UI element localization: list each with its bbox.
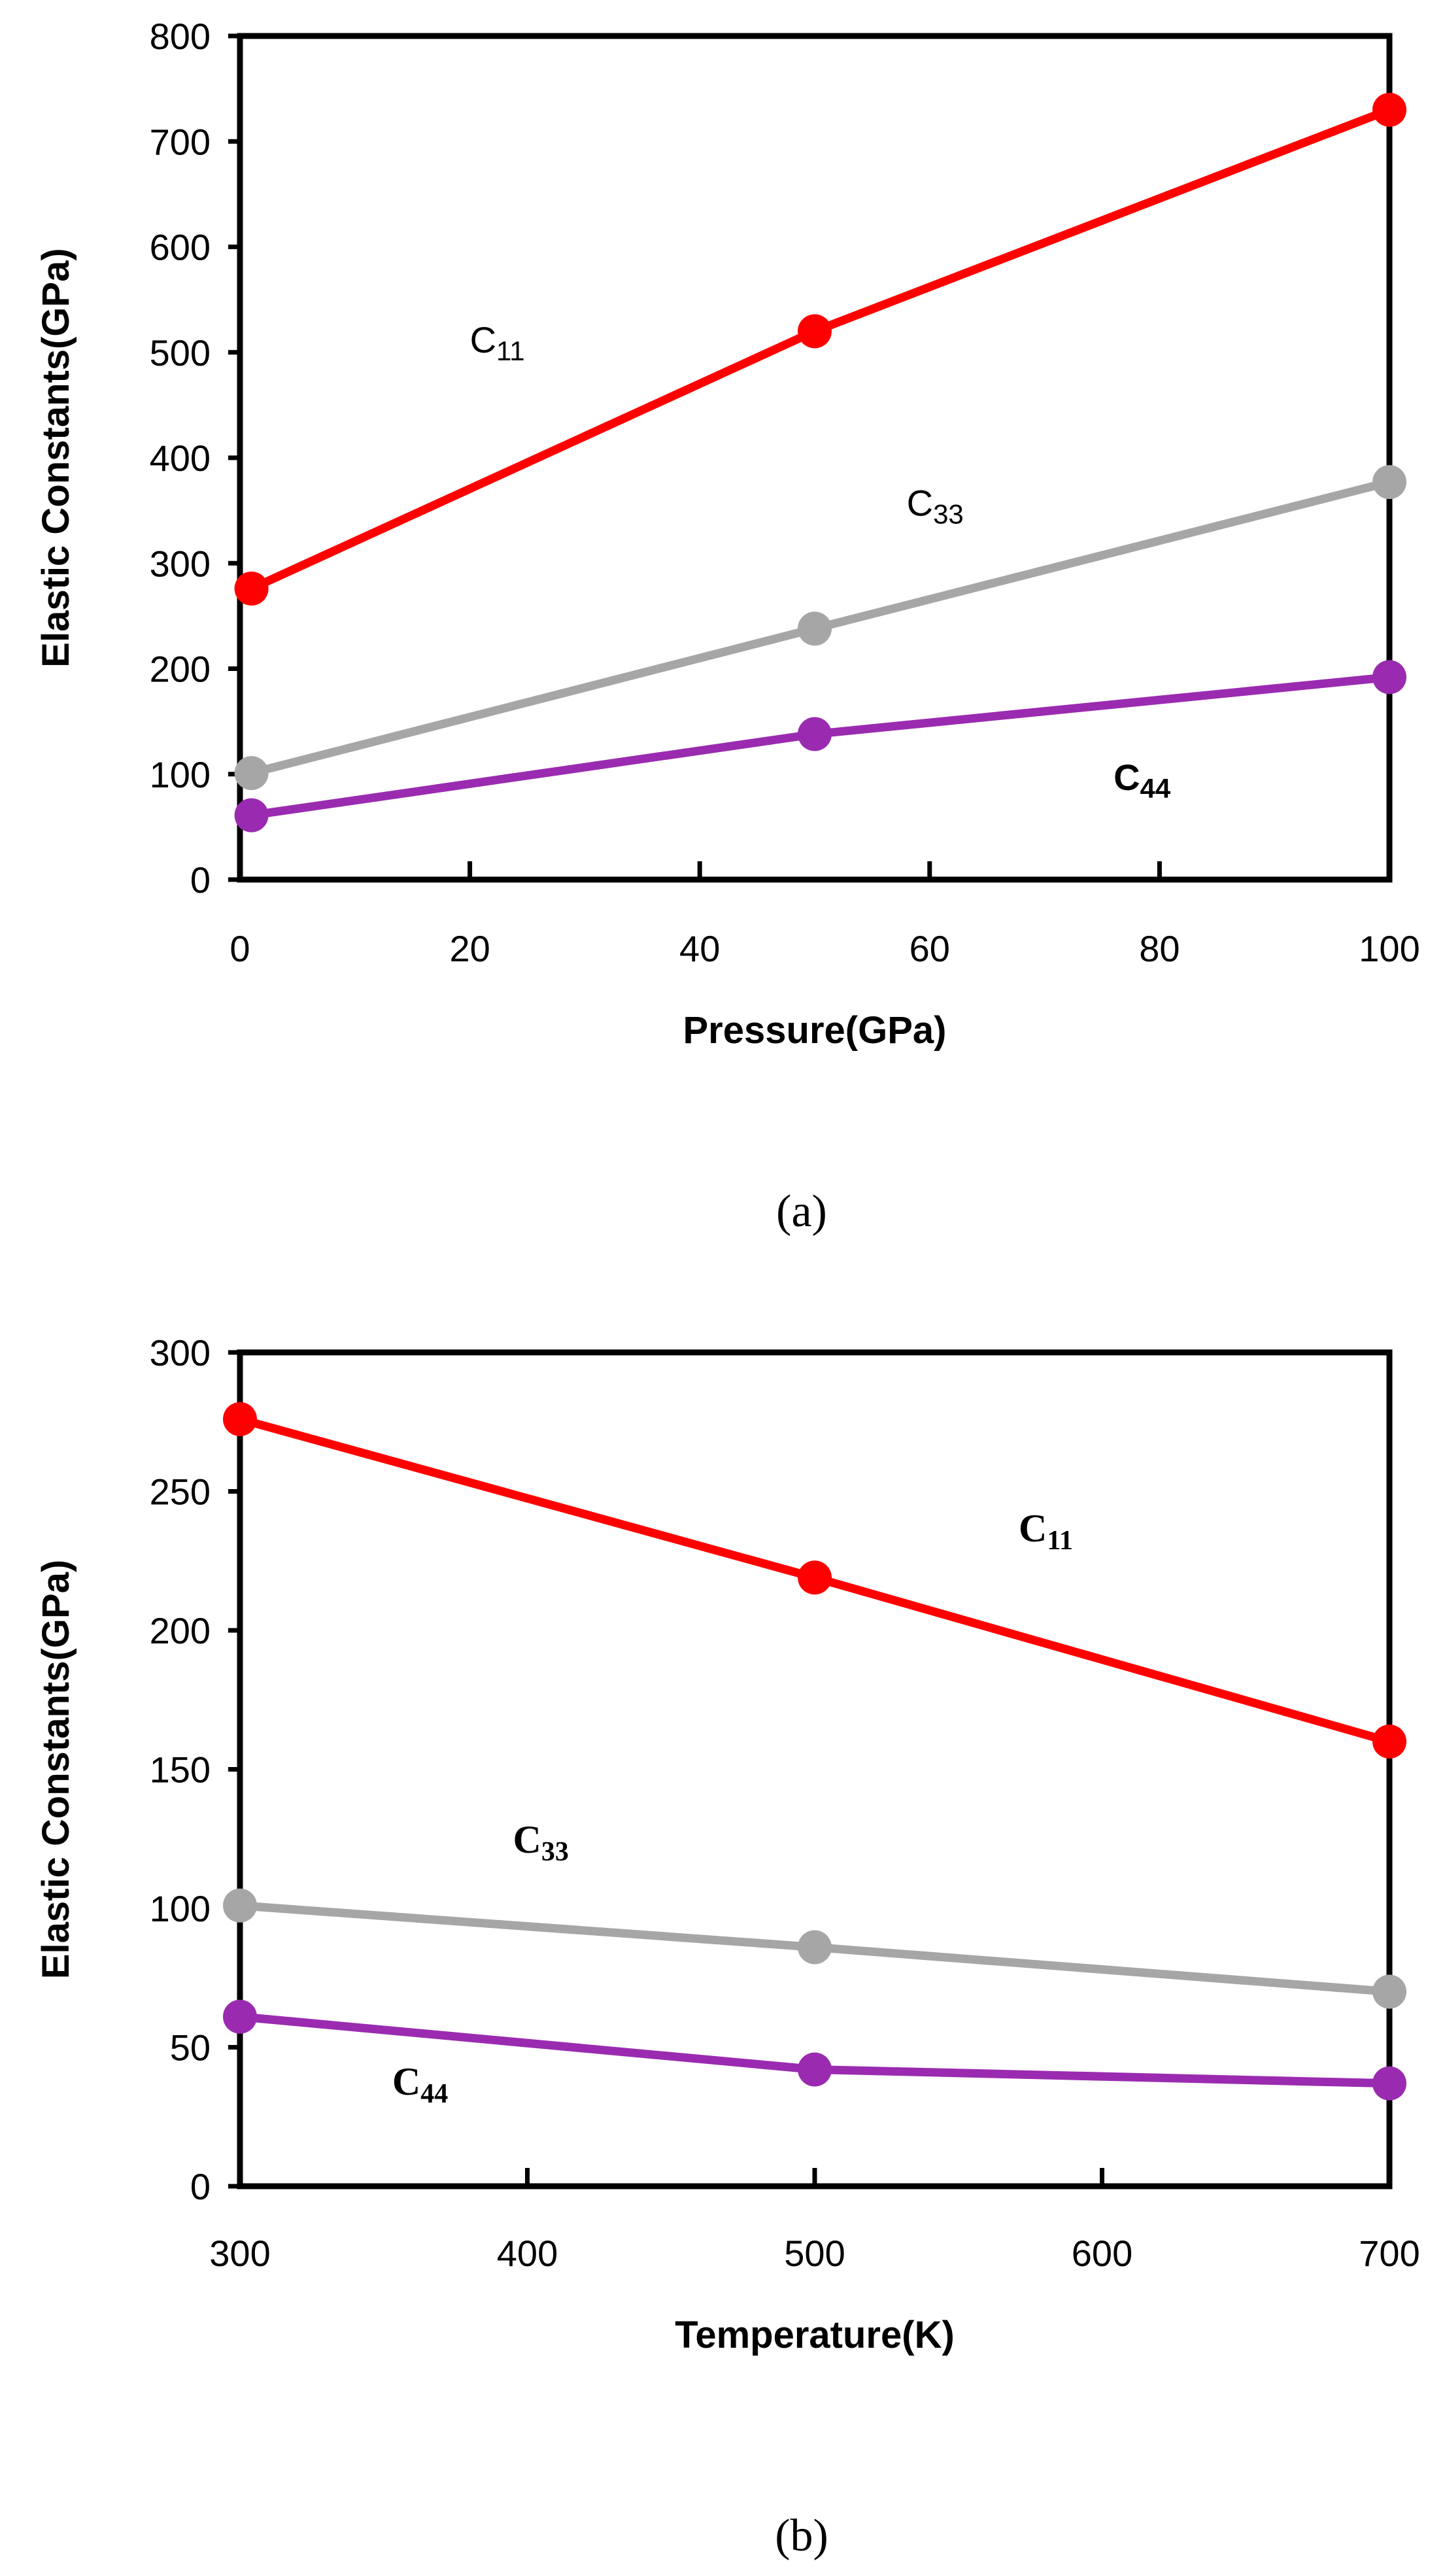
data-point-c11 [234,571,269,606]
y-tick-label: 500 [150,332,211,373]
data-point-c44 [234,798,269,833]
x-tick-label: 80 [1139,928,1180,969]
series-line-c11 [247,105,1394,593]
y-tick-label: 50 [170,2027,211,2069]
series-label-c44: C44 [1114,757,1171,804]
y-tick-label: 100 [150,754,211,795]
data-point-c44 [1372,660,1406,695]
y-axis-title: Elastic Constants(GPa) [35,248,77,667]
y-tick-label: 300 [150,543,211,584]
series-label-c44: C44 [392,2060,448,2109]
y-tick-label: 700 [150,121,211,162]
y-tick-label: 100 [150,1888,211,1929]
x-tick-label: 300 [209,2233,270,2274]
data-point-c11 [798,1560,832,1595]
data-point-c44 [223,1999,257,2034]
y-tick-label: 200 [150,649,211,690]
data-point-c11 [223,1402,257,1436]
series-label-c33: C33 [907,483,964,530]
y-axis-title: Elastic Constants(GPa) [35,1560,77,1979]
data-point-c33 [1372,1974,1406,2009]
x-tick-label: 60 [910,928,950,969]
x-tick-label: 700 [1359,2233,1420,2274]
series-label-c33: C33 [513,1818,569,1867]
y-tick-label: 800 [150,16,211,57]
data-point-c44 [798,717,832,751]
x-tick-label: 400 [497,2233,558,2274]
data-point-c33 [798,1930,832,1965]
series-label-c11: C11 [470,319,525,366]
data-point-c44 [798,2052,832,2087]
data-point-c33 [234,756,269,791]
data-point-c11 [798,314,832,349]
y-tick-label: 0 [190,2166,211,2207]
y-tick-label: 200 [150,1610,211,1651]
x-tick-label: 20 [449,928,490,969]
data-point-c33 [798,611,832,646]
series-label-c11: C11 [1019,1507,1073,1556]
figure-caption: (b) [775,2511,828,2561]
data-point-c33 [223,1888,257,1923]
data-point-c11 [1372,1725,1406,1759]
data-point-c11 [1372,92,1406,127]
chart-panel-a: 0 100 200 300 400 500 600 700 800 0 20 40 60 80 100 Pre… [35,16,1420,1237]
figure-caption: (a) [776,1186,827,1237]
x-tick-label: 600 [1072,2233,1132,2274]
x-axis-title: Temperature(K) [675,2314,955,2356]
x-tick-label: 0 [230,928,250,969]
y-tick-label: 150 [150,1749,211,1791]
y-tick-label: 300 [150,1332,211,1373]
y-tick-label: 250 [150,1471,211,1513]
chart-panel-b: 0 50 100 150 200 250 300 300 400 500 600 700 Tempera… [35,1332,1420,2561]
x-axis-title: Pressure(GPa) [683,1009,947,1052]
data-point-c33 [1372,465,1406,500]
y-tick-label: 0 [190,859,211,901]
x-tick-label: 100 [1359,928,1420,969]
data-point-c44 [1372,2066,1406,2101]
plot-frame [237,33,1393,883]
y-tick-label: 400 [150,438,211,479]
x-tick-label: 40 [679,928,720,969]
x-tick-label: 500 [784,2233,845,2274]
y-tick-label: 600 [150,227,211,268]
